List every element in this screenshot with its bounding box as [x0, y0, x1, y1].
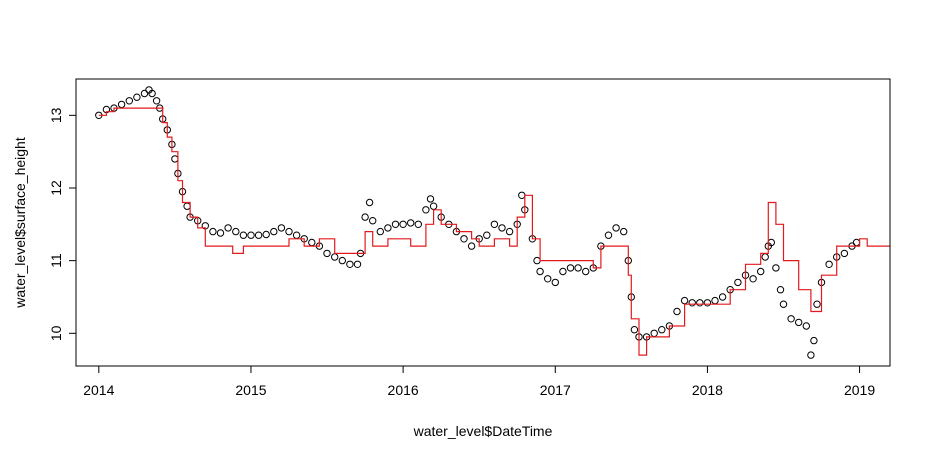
data-point: [498, 224, 506, 232]
x-tick-label: 2016: [388, 382, 419, 398]
data-point: [414, 220, 422, 229]
data-point: [232, 227, 240, 236]
data-point: [369, 217, 377, 225]
data-point: [209, 227, 217, 236]
data-point: [399, 220, 407, 229]
data-point: [840, 249, 849, 258]
data-point: [810, 336, 818, 345]
data-point: [133, 93, 141, 101]
data-point: [285, 227, 293, 236]
data-point: [711, 296, 719, 305]
data-point: [239, 231, 248, 239]
x-axis: 2014 2015 2016 2017 2018 2019: [83, 365, 875, 398]
data-point: [426, 195, 435, 203]
data-point: [376, 227, 384, 236]
data-point: [703, 299, 712, 307]
data-point: [612, 224, 620, 232]
data-point: [391, 220, 400, 229]
data-point: [254, 231, 263, 239]
data-point: [688, 299, 696, 307]
plot-area: [95, 86, 890, 359]
data-point: [787, 315, 795, 323]
y-tick-label: 12: [48, 180, 64, 196]
x-tick-label: 2015: [235, 382, 266, 398]
y-tick-label: 10: [48, 325, 64, 341]
data-point: [224, 224, 232, 232]
data-point: [604, 231, 613, 239]
data-point: [544, 275, 552, 283]
y-tick-label: 13: [48, 107, 64, 123]
data-point: [533, 256, 541, 265]
data-point: [483, 231, 491, 239]
data-point: [761, 253, 769, 261]
data-point: [582, 267, 590, 276]
data-point: [825, 260, 833, 268]
data-point: [323, 249, 331, 258]
data-point: [518, 191, 526, 200]
data-point: [776, 286, 785, 294]
data-point: [696, 299, 704, 307]
data-point: [630, 326, 639, 334]
data-point: [505, 227, 514, 236]
data-point: [467, 242, 476, 250]
data-point: [574, 264, 582, 272]
data-point: [125, 97, 134, 105]
data-point: [559, 267, 567, 276]
data-point: [536, 267, 544, 276]
data-point: [331, 253, 339, 261]
data-point: [361, 213, 369, 221]
data-point: [247, 231, 255, 239]
x-tick-label: 2019: [844, 382, 875, 398]
data-point: [650, 329, 658, 337]
data-point: [460, 235, 468, 243]
data-point: [620, 227, 628, 236]
data-point: [802, 322, 810, 330]
data-point: [152, 97, 161, 105]
data-point: [148, 89, 156, 98]
x-tick-label: 2014: [83, 382, 114, 398]
data-point: [384, 224, 392, 232]
data-point: [551, 278, 559, 287]
data-point: [270, 227, 278, 236]
data-point: [277, 224, 286, 232]
data-point: [673, 307, 681, 316]
x-axis-title: water_level$DateTime: [413, 423, 553, 439]
data-point: [772, 264, 780, 272]
data-point: [718, 293, 727, 301]
data-point: [658, 326, 666, 334]
data-point: [566, 264, 575, 272]
data-point: [407, 219, 415, 227]
data-point: [779, 300, 788, 308]
x-tick-label: 2017: [540, 382, 571, 398]
data-point: [852, 238, 861, 247]
y-axis-title: water_level$surface_height: [12, 137, 28, 309]
data-point: [140, 89, 149, 98]
x-tick-label: 2018: [692, 382, 723, 398]
data-point: [429, 202, 438, 210]
data-point: [757, 267, 765, 276]
y-tick-label: 11: [48, 253, 64, 268]
data-point: [807, 351, 815, 359]
data-point: [422, 206, 430, 214]
data-point: [749, 275, 757, 283]
data-point: [734, 278, 742, 287]
data-point: [183, 202, 191, 210]
data-point: [346, 260, 354, 268]
data-point: [365, 198, 374, 207]
data-point: [292, 231, 301, 239]
data-point: [262, 230, 270, 239]
data-point: [338, 256, 346, 265]
data-point: [353, 260, 362, 268]
data-point: [490, 220, 499, 229]
data-point: [216, 229, 225, 237]
y-axis: 10 11 12 13: [48, 107, 77, 341]
data-point: [813, 300, 821, 308]
data-point: [171, 155, 179, 163]
data-point: [680, 296, 689, 305]
data-point: [795, 318, 803, 327]
data-point: [117, 100, 126, 109]
data-point: [308, 238, 316, 247]
series-1-line: [98, 107, 890, 356]
